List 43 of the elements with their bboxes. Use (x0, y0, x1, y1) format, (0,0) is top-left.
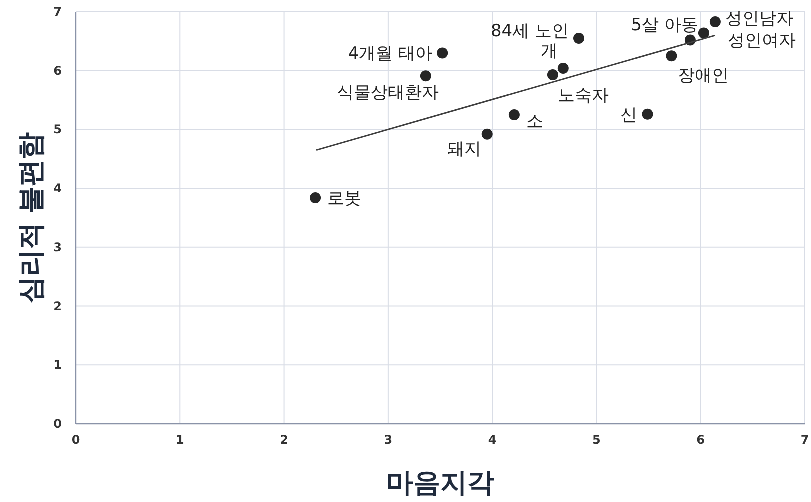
annotation: 84세 노인 (490, 21, 570, 42)
annotation: 로봇 (328, 188, 362, 209)
x-tick-label: 1 (176, 433, 184, 447)
point (574, 32, 585, 44)
y-tick-label: 7 (54, 5, 62, 19)
point (310, 192, 322, 204)
y-tick-label: 1 (54, 358, 62, 372)
annotation: 5살 아동 (631, 15, 698, 36)
x-axis-title: 마음지각 (386, 468, 494, 499)
annotation: 소 (526, 112, 544, 132)
y-tick-label: 2 (54, 299, 62, 314)
annotation: 성인여자 (728, 31, 796, 52)
x-tick-label: 6 (696, 433, 706, 447)
x-tick-label: 7 (800, 433, 810, 447)
point (437, 48, 448, 59)
annotation: 4개월 태아 (348, 44, 433, 64)
x-tick-label: 5 (592, 433, 601, 447)
y-tick-label: 0 (54, 417, 62, 431)
point (558, 63, 569, 74)
y-tick-label: 5 (54, 122, 62, 137)
point (666, 50, 678, 62)
annotation: 노숙자 (558, 86, 609, 106)
point (420, 70, 432, 82)
x-tick-label: 4 (488, 433, 497, 447)
x-tick-label: 3 (384, 433, 393, 447)
point (508, 110, 520, 120)
x-tick-label: 0 (72, 433, 80, 447)
x-tick-label: 2 (280, 433, 288, 447)
y-tick-label: 4 (54, 182, 62, 196)
y-tick-label: 6 (54, 64, 62, 78)
annotation: 성인남자 (725, 9, 794, 30)
annotation: 돼지 (447, 139, 482, 160)
point (642, 108, 654, 120)
y-axis-title: 심리적 불편함 (16, 132, 47, 304)
point (482, 128, 493, 140)
annotation: 장애인 (678, 66, 730, 86)
point (547, 69, 558, 80)
annotation: 신 (620, 105, 638, 126)
point (710, 16, 721, 28)
y-tick-label: 3 (54, 240, 62, 254)
annotation: 식물상태환자 (336, 83, 439, 104)
annotation: 개 (540, 42, 558, 62)
point (698, 28, 710, 39)
